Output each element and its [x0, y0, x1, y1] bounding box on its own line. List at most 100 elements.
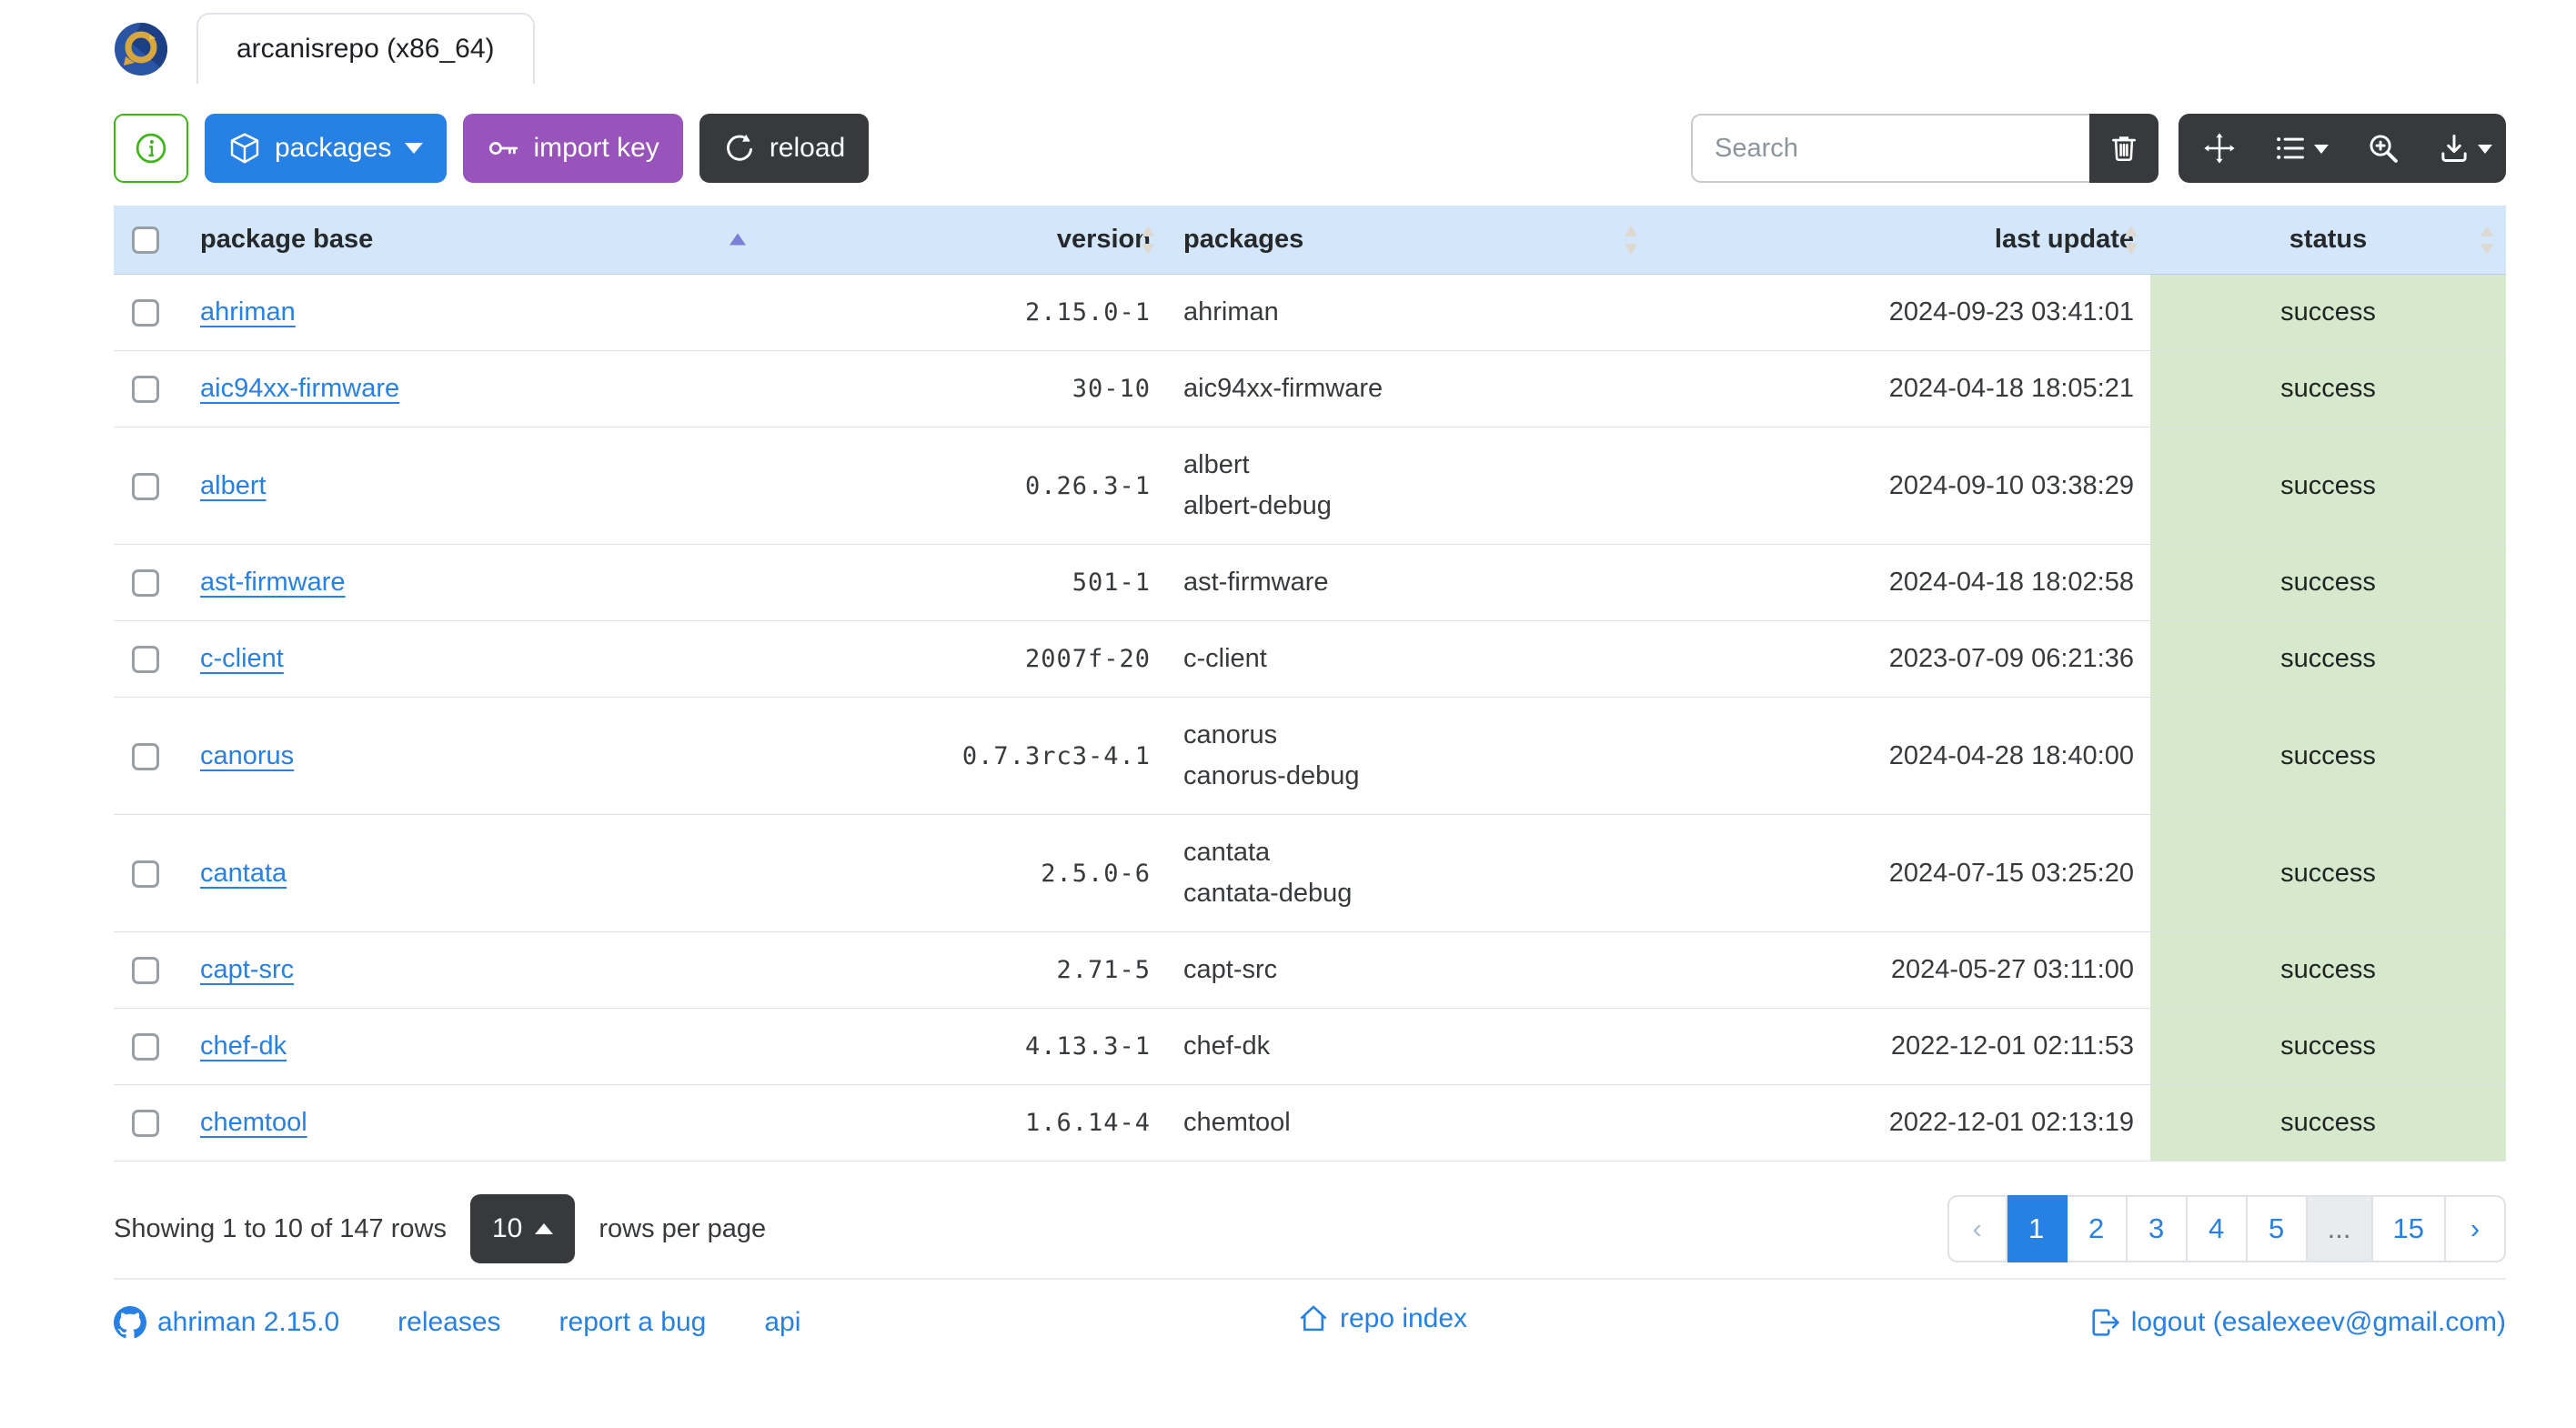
pagination-page-2[interactable]: 2	[2067, 1195, 2128, 1262]
logout-link[interactable]: logout (esalexeev@gmail.com)	[2089, 1307, 2506, 1338]
package-name: albert	[1183, 450, 1250, 479]
export-dropdown-button[interactable]	[2424, 114, 2506, 183]
package-name: albert-debug	[1183, 491, 1332, 520]
releases-link[interactable]: releases	[397, 1307, 500, 1338]
package-name: canorus-debug	[1183, 761, 1360, 790]
package-name: chef-dk	[1183, 1031, 1271, 1061]
pagination-page-3[interactable]: 3	[2127, 1195, 2188, 1262]
toggle-search-button[interactable]	[2342, 114, 2424, 183]
package-base-link[interactable]: c-client	[200, 644, 284, 673]
package-base-link[interactable]: albert	[200, 470, 267, 500]
column-label: packages	[1183, 225, 1304, 254]
row-checkbox[interactable]	[132, 569, 159, 598]
pagination-page-15[interactable]: 15	[2372, 1195, 2446, 1262]
column-header-status[interactable]: status	[2150, 206, 2506, 275]
pagination-prev[interactable]: ‹	[1947, 1195, 2007, 1262]
package-name: ast-firmware	[1183, 568, 1329, 597]
package-base-link[interactable]: aic94xx-firmware	[200, 374, 400, 403]
last-update-cell: 2024-07-15 03:25:20	[1650, 814, 2150, 932]
footer-right: logout (esalexeev@gmail.com)	[1467, 1307, 2506, 1338]
chevron-down-icon	[405, 143, 424, 163]
row-checkbox[interactable]	[132, 646, 159, 674]
version-cell: 0.7.3rc3-4.1	[759, 697, 1167, 815]
row-checkbox[interactable]	[132, 742, 159, 770]
row-select-cell	[114, 544, 184, 621]
status-badge: success	[2150, 620, 2506, 698]
column-header-packages[interactable]: packages	[1167, 206, 1650, 275]
status-badge: success	[2150, 350, 2506, 427]
column-header-package-base[interactable]: package base	[184, 206, 759, 275]
report-bug-link[interactable]: report a bug	[559, 1307, 707, 1338]
select-all-checkbox[interactable]	[132, 226, 159, 255]
column-label: package base	[200, 225, 374, 254]
home-icon	[1300, 1305, 1327, 1332]
version-cell: 0.26.3-1	[759, 427, 1167, 545]
column-header-last-update[interactable]: last update	[1650, 206, 2150, 275]
table-body: ahriman 2.15.0-1 ahriman 2024-09-23 03:41:0…	[114, 274, 2506, 1162]
info-button[interactable]	[114, 114, 188, 183]
package-base-cell: albert	[184, 427, 759, 545]
api-link[interactable]: api	[764, 1307, 800, 1338]
pagination-page-1[interactable]: 1	[2007, 1195, 2068, 1262]
releases-link-label: releases	[397, 1307, 501, 1337]
package-base-link[interactable]: capt-src	[200, 955, 295, 984]
version-cell: 2007f-20	[759, 620, 1167, 698]
sort-icon	[1142, 225, 1154, 255]
package-name: aic94xx-firmware	[1183, 374, 1384, 403]
package-base-link[interactable]: ahriman	[200, 297, 296, 327]
package-base-link[interactable]: cantata	[200, 858, 287, 888]
sort-icon	[2125, 225, 2138, 255]
row-checkbox[interactable]	[132, 957, 159, 985]
last-update-cell: 2024-09-10 03:38:29	[1650, 427, 2150, 545]
table-row: chemtool 1.6.14-4 chemtool 2022-12-01 02:13…	[114, 1084, 2506, 1162]
package-base-link[interactable]: ast-firmware	[200, 568, 346, 597]
packages-dropdown-button[interactable]: packages	[205, 114, 448, 183]
pagination-ellipsis[interactable]: ...	[2307, 1195, 2373, 1262]
package-base-cell: aic94xx-firmware	[184, 350, 759, 427]
package-base-link[interactable]: canorus	[200, 740, 295, 770]
row-checkbox[interactable]	[132, 1110, 159, 1138]
table-row: chef-dk 4.13.3-1 chef-dk 2022-12-01 02:11:5…	[114, 1008, 2506, 1085]
clear-search-button[interactable]	[2089, 114, 2158, 183]
search-input[interactable]	[1691, 114, 2089, 183]
package-base-cell: canorus	[184, 697, 759, 815]
row-select-cell	[114, 697, 184, 815]
table-tools-group	[2179, 114, 2506, 183]
page-size-dropdown[interactable]: 10	[469, 1194, 576, 1263]
packages-cell: albert albert-debug	[1167, 427, 1650, 545]
row-checkbox[interactable]	[132, 1033, 159, 1061]
package-base-link[interactable]: chef-dk	[200, 1031, 287, 1061]
footer-center: repo index	[1298, 1303, 1467, 1342]
packages-cell: ast-firmware	[1167, 544, 1650, 621]
row-checkbox[interactable]	[132, 299, 159, 327]
status-badge: success	[2150, 931, 2506, 1009]
fullscreen-button[interactable]	[2179, 114, 2260, 183]
table-row: albert 0.26.3-1 albert albert-debug 2024-09-…	[114, 427, 2506, 545]
column-header-version[interactable]: version	[759, 206, 1167, 275]
package-base-cell: cantata	[184, 814, 759, 932]
row-checkbox[interactable]	[132, 376, 159, 404]
status-badge: success	[2150, 1084, 2506, 1162]
sort-icon	[2480, 225, 2493, 255]
package-name: chemtool	[1183, 1108, 1291, 1137]
tab-repository[interactable]: arcanisrepo (x86_64)	[196, 13, 535, 84]
github-version-link[interactable]: ahriman 2.15.0	[114, 1306, 339, 1339]
pagination-page-4[interactable]: 4	[2187, 1195, 2248, 1262]
pagination-next[interactable]: ›	[2446, 1195, 2506, 1262]
row-select-cell	[114, 814, 184, 932]
column-label: last update	[1994, 225, 2134, 254]
import-key-button[interactable]: import key	[463, 114, 683, 183]
status-badge: success	[2150, 544, 2506, 621]
row-checkbox[interactable]	[132, 472, 159, 500]
pagination-page-5[interactable]: 5	[2247, 1195, 2308, 1262]
row-checkbox[interactable]	[132, 860, 159, 888]
package-base-link[interactable]: chemtool	[200, 1108, 307, 1137]
chevron-down-icon	[2314, 144, 2329, 161]
select-all-header	[114, 206, 184, 275]
reload-button[interactable]: reload	[699, 114, 870, 183]
trash-icon	[2112, 136, 2136, 162]
page-size-value: 10	[491, 1213, 523, 1243]
columns-dropdown-button[interactable]	[2260, 114, 2342, 183]
repo-index-link[interactable]: repo index	[1298, 1303, 1467, 1334]
table-row: canorus 0.7.3rc3-4.1 canorus canorus-debug 2…	[114, 697, 2506, 815]
